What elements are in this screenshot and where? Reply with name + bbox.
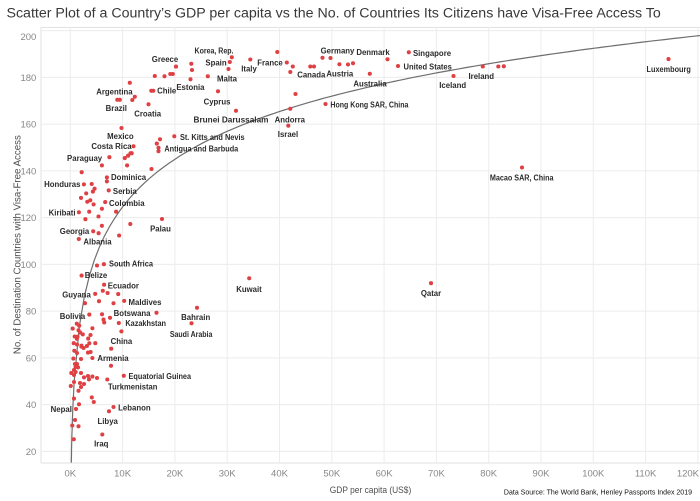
svg-text:Data Source: The World Bank, H: Data Source: The World Bank, Henley Pass… xyxy=(504,490,692,497)
svg-text:Serbia: Serbia xyxy=(113,187,137,196)
svg-text:Andorra: Andorra xyxy=(275,115,306,124)
svg-text:Antigua and Barbuda: Antigua and Barbuda xyxy=(164,145,239,154)
svg-text:Ireland: Ireland xyxy=(469,72,495,81)
svg-text:60K: 60K xyxy=(376,468,394,479)
svg-text:10K: 10K xyxy=(114,468,132,479)
svg-text:Austria: Austria xyxy=(326,69,354,78)
svg-text:Turkmenistan: Turkmenistan xyxy=(108,383,158,392)
svg-text:0K: 0K xyxy=(64,468,76,479)
svg-text:Scatter Plot of a Country’s GD: Scatter Plot of a Country’s GDP per capi… xyxy=(7,6,661,22)
svg-text:Mexico: Mexico xyxy=(107,132,134,141)
svg-text:Israel: Israel xyxy=(278,130,298,139)
svg-text:Maldives: Maldives xyxy=(129,298,163,307)
svg-text:Costa Rica: Costa Rica xyxy=(91,142,132,151)
svg-text:Korea, Rep.: Korea, Rep. xyxy=(195,46,234,55)
svg-text:120K: 120K xyxy=(677,468,700,479)
svg-text:Croatia: Croatia xyxy=(134,110,162,119)
svg-text:Ecuador: Ecuador xyxy=(108,281,139,290)
svg-text:50K: 50K xyxy=(323,468,341,479)
svg-text:40K: 40K xyxy=(271,468,289,479)
svg-text:Luxembourg: Luxembourg xyxy=(647,65,692,74)
svg-text:France: France xyxy=(257,58,283,67)
svg-text:60: 60 xyxy=(26,353,37,364)
svg-text:Lebanon: Lebanon xyxy=(118,404,151,413)
svg-text:140: 140 xyxy=(20,166,36,177)
svg-text:Georgia: Georgia xyxy=(60,227,90,236)
svg-text:Equatorial Guinea: Equatorial Guinea xyxy=(129,372,192,381)
svg-text:Armenia: Armenia xyxy=(97,354,129,363)
svg-text:Germany: Germany xyxy=(321,46,355,55)
svg-text:Canada: Canada xyxy=(297,71,326,80)
svg-text:Kazakhstan: Kazakhstan xyxy=(125,319,166,328)
svg-text:Bolivia: Bolivia xyxy=(60,312,86,321)
svg-text:Nepal: Nepal xyxy=(51,405,72,414)
svg-text:Iceland: Iceland xyxy=(439,81,466,90)
svg-text:GDP per capita (US$): GDP per capita (US$) xyxy=(330,485,412,495)
svg-text:Greece: Greece xyxy=(152,55,179,64)
svg-text:180: 180 xyxy=(20,73,36,84)
svg-text:100K: 100K xyxy=(582,468,605,479)
svg-text:Honduras: Honduras xyxy=(44,180,81,189)
svg-text:40: 40 xyxy=(26,400,37,411)
svg-text:Paraguay: Paraguay xyxy=(67,154,103,163)
svg-text:Argentina: Argentina xyxy=(96,88,133,97)
svg-text:Hong Kong SAR, China: Hong Kong SAR, China xyxy=(330,101,409,110)
svg-text:Denmark: Denmark xyxy=(356,48,390,57)
svg-text:Brunei Darussalam: Brunei Darussalam xyxy=(194,116,269,125)
svg-text:120: 120 xyxy=(20,213,36,224)
svg-text:20: 20 xyxy=(26,447,37,458)
svg-text:Cyprus: Cyprus xyxy=(204,97,232,106)
svg-text:Belize: Belize xyxy=(85,271,108,280)
svg-text:Botswana: Botswana xyxy=(114,309,151,318)
svg-text:Guyana: Guyana xyxy=(62,290,91,299)
svg-text:30K: 30K xyxy=(219,468,237,479)
svg-text:Macao SAR, China: Macao SAR, China xyxy=(490,174,554,183)
svg-text:Chile: Chile xyxy=(157,87,177,96)
svg-text:Spain: Spain xyxy=(205,58,226,67)
svg-text:80K: 80K xyxy=(480,468,498,479)
svg-text:Italy: Italy xyxy=(241,65,257,74)
svg-text:80: 80 xyxy=(26,307,37,318)
svg-text:Albania: Albania xyxy=(83,238,112,247)
svg-text:100: 100 xyxy=(20,260,36,271)
svg-text:Colombia: Colombia xyxy=(109,199,145,208)
svg-text:Saudi Arabia: Saudi Arabia xyxy=(170,330,213,339)
svg-text:70K: 70K xyxy=(428,468,446,479)
svg-text:Dominica: Dominica xyxy=(111,173,147,182)
svg-text:United States: United States xyxy=(404,63,453,72)
svg-text:Australia: Australia xyxy=(353,79,387,88)
svg-text:Singapore: Singapore xyxy=(413,49,452,58)
svg-text:Kuwait: Kuwait xyxy=(236,285,262,294)
svg-text:110K: 110K xyxy=(635,468,657,479)
svg-text:20K: 20K xyxy=(166,468,184,479)
svg-text:Palau: Palau xyxy=(150,224,171,233)
svg-text:Libya: Libya xyxy=(98,417,119,426)
svg-text:No. of Destination Countries w: No. of Destination Countries with Visa-F… xyxy=(13,135,24,354)
svg-text:Kiribati: Kiribati xyxy=(49,208,76,217)
svg-text:Bahrain: Bahrain xyxy=(181,313,210,322)
svg-text:China: China xyxy=(111,337,133,346)
svg-text:200: 200 xyxy=(20,32,36,43)
svg-text:Iraq: Iraq xyxy=(94,439,109,448)
svg-text:160: 160 xyxy=(20,120,36,131)
svg-text:Estonia: Estonia xyxy=(176,83,205,92)
svg-text:Malta: Malta xyxy=(217,74,238,83)
svg-text:Qatar: Qatar xyxy=(421,289,441,298)
svg-text:90K: 90K xyxy=(533,468,551,479)
svg-text:Brazil: Brazil xyxy=(106,104,127,113)
svg-text:St. Kitts and Nevis: St. Kitts and Nevis xyxy=(180,133,245,142)
svg-text:South Africa: South Africa xyxy=(109,260,154,269)
